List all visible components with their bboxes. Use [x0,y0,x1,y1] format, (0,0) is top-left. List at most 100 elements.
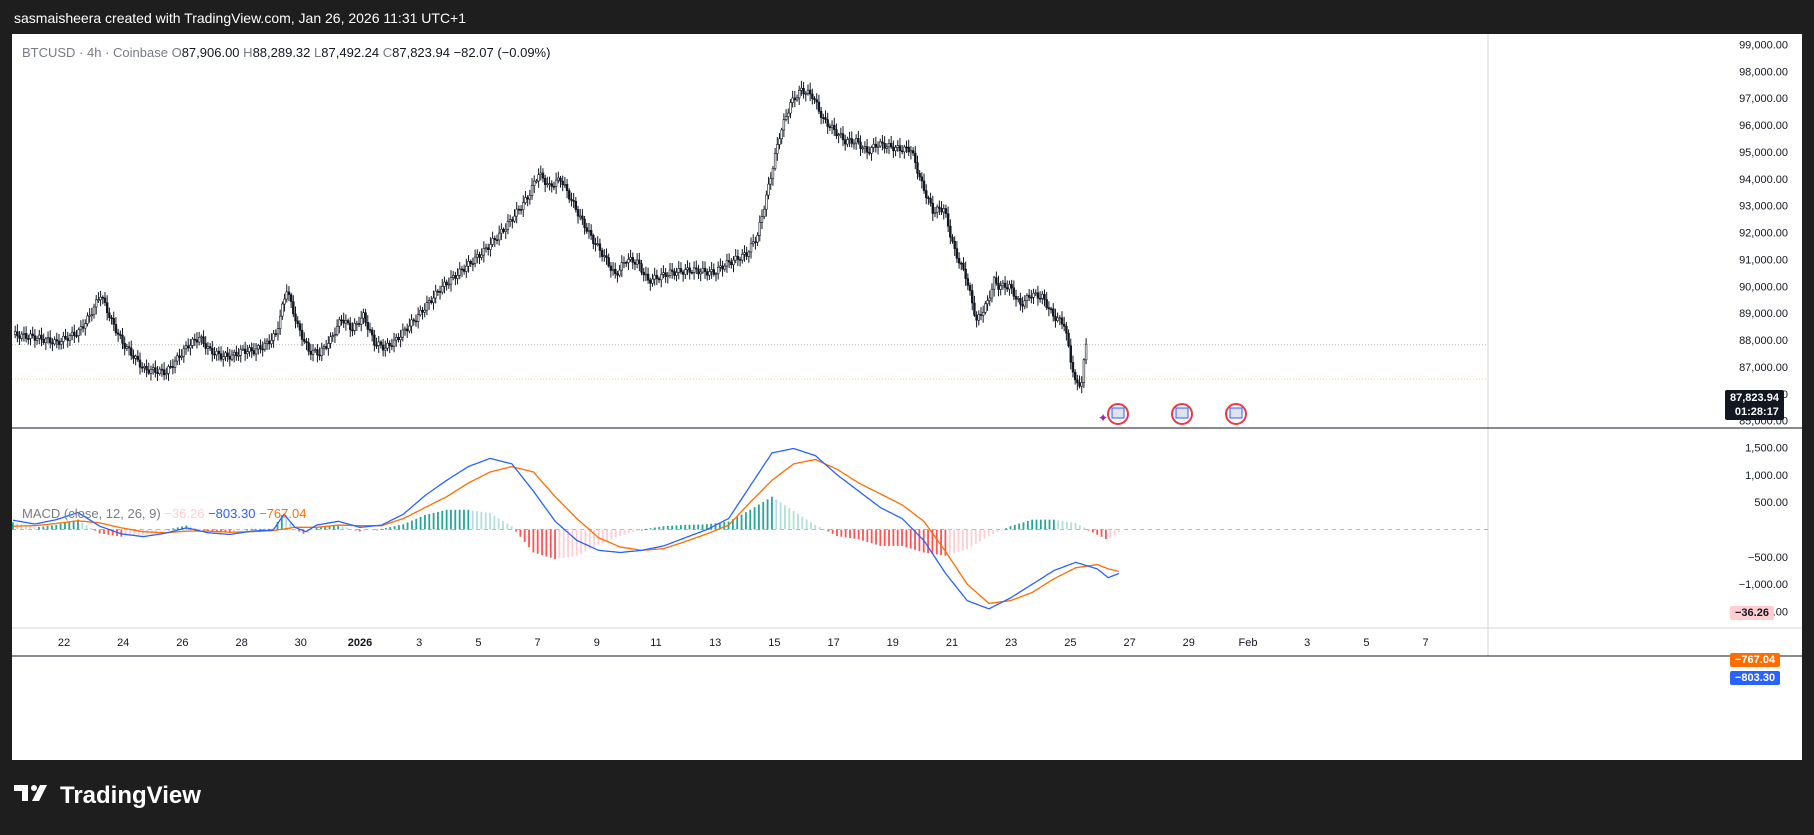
candle-body [572,200,575,202]
candle-body [324,346,328,349]
candle-body [787,112,790,117]
candle-body [1056,317,1059,321]
macd-hist-bar [142,529,144,536]
open-value: 87,906.00 [181,45,240,60]
candle-body [263,342,267,350]
macd-hist-bar [762,501,765,530]
macd-hist-bar [953,529,955,554]
candle-body [13,331,17,335]
time-tick-label: 27 [1123,637,1135,649]
candle-body [390,345,394,347]
candle-body [99,296,102,300]
candle-body [618,269,621,276]
macd-hist-bar [20,524,23,530]
candle-body [38,334,41,339]
macd-hist-bar [849,529,851,539]
macd-hist-bar [254,528,257,530]
macd-tick-label: −500.00 [1748,552,1788,564]
candle-body [533,180,536,186]
candle-body [143,366,146,368]
candle-body [300,329,304,340]
candle-body [432,297,435,303]
chart-canvas[interactable]: 85,000.0086,000.0087,000.0088,000.0089,0… [12,34,1802,760]
candle-body [169,366,172,368]
candle-body [237,354,240,357]
candle-body [318,354,321,357]
tradingview-logo[interactable]: TradingView [14,782,201,810]
candle-body [848,138,851,140]
macd-hist-bar [766,499,769,530]
macd-hist-bar [81,522,84,530]
macd-hist-bar [189,526,192,530]
candle-body [18,335,21,339]
macd-hist-bar [1052,519,1055,530]
macd-hist-bar [927,529,929,554]
macd-hist-bar [970,529,973,547]
macd-hist-bar [862,529,864,541]
macd-hist-bar [1044,519,1047,530]
macd-hist-bar [662,526,665,530]
candle-body [638,259,641,264]
macd-hist-bar [736,516,739,530]
macd-hist-bar [905,529,908,548]
candle-body [977,314,980,321]
macd-hist-bar [1087,529,1090,531]
candle-body [377,341,380,346]
candle-body [517,208,521,211]
candle-body [349,322,352,331]
candle-body [338,319,341,327]
candle-body [230,354,234,360]
macd-hist-bar [463,509,465,530]
candle-body [130,347,133,356]
candle-body [75,335,78,337]
candle-body [675,272,678,276]
candle-body [743,252,746,255]
macd-hist-bar [276,522,279,530]
candle-body [353,323,356,331]
candle-body [167,366,170,374]
macd-hist-bar [614,529,617,538]
candle-body [171,366,175,368]
macd-hist-bar [892,529,895,546]
macd-hist-bar [979,529,982,542]
candle-body [760,216,764,223]
macd-tick-label: 1,500.00 [1745,442,1788,454]
candle-body [469,261,472,264]
candle-body [798,90,801,99]
macd-hist-bar [519,529,522,537]
candle-body [546,183,549,186]
candle-body [141,366,144,369]
macd-hist-bar [723,522,726,530]
candle-body [824,117,827,120]
candle-body [412,319,415,322]
candle-body [559,177,562,182]
macd-hist-bar [371,529,374,531]
candle-body [938,206,941,209]
change-value: −82.07 (−0.09%) [453,45,551,60]
candle-body [565,184,569,192]
macd-hist-bar [441,510,444,530]
macd-hist-bar [176,527,179,530]
high-label: H [243,45,253,60]
macd-hist-bar [718,522,721,530]
candle-body [73,331,76,336]
candle-body [732,259,735,266]
macd-hist-bar [350,528,353,530]
candle-body [646,273,650,281]
candle-body [765,194,768,210]
time-tick-label: 2026 [348,637,372,649]
candle-body [710,269,713,272]
candle-body [819,110,823,118]
time-tick-label: 21 [946,637,958,649]
candle-body [79,326,83,331]
macd-hist-bar [241,529,244,531]
macd-hist-bar [823,529,825,531]
macd-hist-bar [788,508,791,530]
candle-body [909,150,913,153]
macd-hist-bar [515,529,517,532]
candle-body [940,208,943,213]
candle-body [833,124,836,130]
candle-body [449,277,453,285]
candle-body [719,265,722,268]
candle-body [478,254,481,258]
